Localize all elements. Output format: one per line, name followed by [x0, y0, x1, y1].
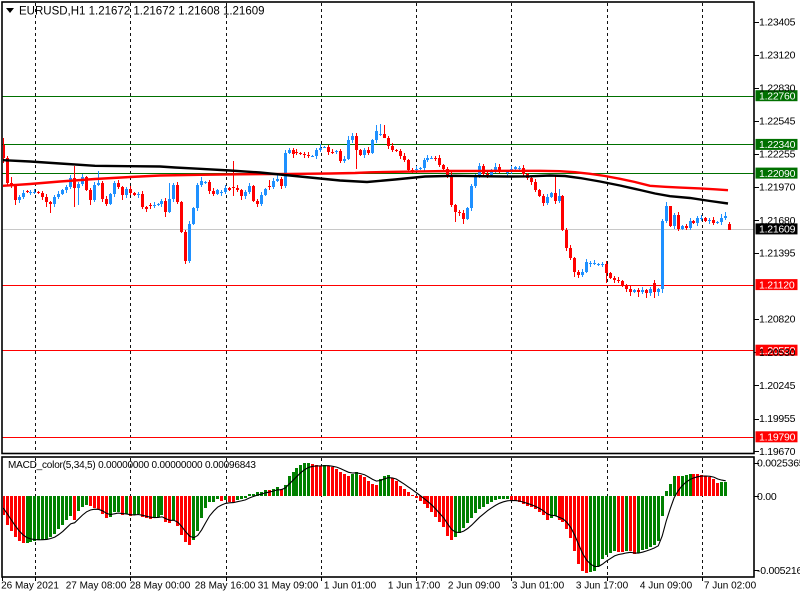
svg-text:1.19670: 1.19670 [759, 446, 796, 458]
svg-text:1.23405: 1.23405 [759, 17, 796, 29]
svg-text:1.19790: 1.19790 [759, 432, 796, 444]
svg-text:1.20820: 1.20820 [759, 314, 796, 326]
svg-text:1.21970: 1.21970 [759, 182, 796, 194]
svg-text:1.23120: 1.23120 [759, 49, 796, 61]
svg-text:1.20550: 1.20550 [759, 345, 796, 357]
svg-text:4 Jun 09:00: 4 Jun 09:00 [640, 581, 693, 592]
svg-text:1.21680: 1.21680 [759, 215, 796, 227]
svg-text:1.22760: 1.22760 [759, 91, 796, 103]
svg-text:28 May 00:00: 28 May 00:00 [130, 581, 191, 592]
svg-text:1.22830: 1.22830 [759, 83, 796, 95]
svg-text:28 May 16:00: 28 May 16:00 [195, 581, 256, 592]
svg-text:0.00: 0.00 [757, 491, 777, 503]
svg-text:-0.0052160: -0.0052160 [757, 565, 800, 577]
svg-text:1.19955: 1.19955 [759, 413, 796, 425]
svg-text:MACD_color(5,34,5) 0.00000000: MACD_color(5,34,5) 0.00000000 0.00000000… [8, 460, 256, 471]
svg-text:0.0025365: 0.0025365 [757, 458, 800, 470]
svg-text:1.20245: 1.20245 [759, 380, 796, 392]
svg-text:3 Jun 01:00: 3 Jun 01:00 [512, 581, 565, 592]
svg-text:1 Jun 01:00: 1 Jun 01:00 [324, 581, 377, 592]
svg-text:27 May 08:00: 27 May 08:00 [66, 581, 127, 592]
svg-text:1.22340: 1.22340 [759, 139, 796, 151]
svg-text:2 Jun 09:00: 2 Jun 09:00 [448, 581, 501, 592]
svg-text:26 May 2021: 26 May 2021 [1, 581, 59, 592]
svg-text:1.21120: 1.21120 [759, 279, 795, 291]
svg-text:3 Jun 17:00: 3 Jun 17:00 [576, 581, 629, 592]
svg-text:1.21395: 1.21395 [759, 248, 796, 260]
svg-text:1.21609: 1.21609 [759, 224, 796, 236]
svg-text:1.22090: 1.22090 [759, 168, 796, 180]
svg-text:EURUSD,H1 1.21672 1.21672 1.2: EURUSD,H1 1.21672 1.21672 1.21608 1.2160… [19, 6, 265, 18]
svg-text:1.20530: 1.20530 [759, 347, 796, 359]
svg-text:1.22255: 1.22255 [759, 149, 796, 161]
svg-text:1 Jun 17:00: 1 Jun 17:00 [388, 581, 441, 592]
svg-text:1.22545: 1.22545 [759, 115, 796, 127]
svg-text:7 Jun 02:00: 7 Jun 02:00 [704, 581, 757, 592]
svg-text:31 May 09:00: 31 May 09:00 [258, 581, 319, 592]
